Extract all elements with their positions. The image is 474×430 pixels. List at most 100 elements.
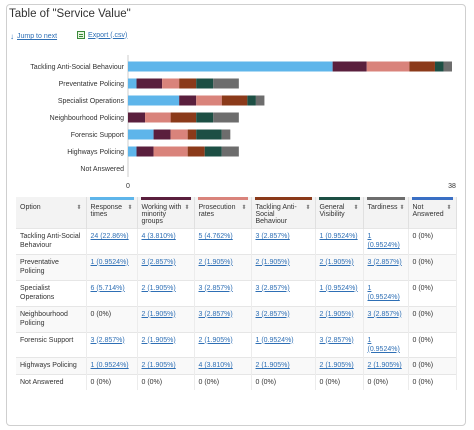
column-header-label: Working with minority groups [141,204,182,225]
table-cell: 1 (0.9524%) [86,253,138,281]
count-link[interactable]: 3 (2.857%) [141,258,176,266]
table-row: Preventative Policing 1 (0.9524%) 3 (2.857… [16,253,457,281]
chart-bar-segment [187,146,205,157]
count-link[interactable]: 2 (1.905%) [141,284,176,292]
count-link[interactable]: 1 (0.9524%) [367,284,400,302]
chart-bar-segment [128,146,137,157]
count-link[interactable]: 1 (0.9524%) [90,258,129,266]
count-link[interactable]: 3 (2.857%) [255,310,290,318]
jump-to-next-link[interactable]: Jump to next [17,33,58,40]
count-link[interactable]: 2 (1.905%) [319,310,354,318]
chart-bar-segment [196,95,222,106]
table-cell: 0 (0%) [408,253,457,281]
chart-bar-segment [170,129,188,140]
row-option-label: Tackling Anti-Social Behaviour [16,228,87,255]
column-header[interactable]: Prosecution rates ⬍ [194,197,252,229]
count-link[interactable]: 2 (1.905%) [141,336,176,344]
count-link[interactable]: 1 (0.9524%) [319,284,358,292]
table-cell: 0 (0%) [86,305,138,332]
column-header[interactable]: Response times ⬍ [86,197,138,229]
sort-icon[interactable]: ⬍ [353,205,359,211]
count-link[interactable]: 3 (2.857%) [255,284,290,292]
chart-x-tick-label: 38 [448,183,456,190]
table-cell: 0 (0%) [408,373,457,391]
chart-x-tick-label: 0 [126,183,130,190]
count-link[interactable]: 2 (1.905%) [141,310,176,318]
results-table: Option ⬍ Response times ⬍ Working with minor… [16,197,457,391]
row-option-label: Not Answered [16,373,87,391]
count-link[interactable]: 4 (3.810%) [141,233,176,240]
count-link[interactable]: 1 (0.9524%) [90,362,129,370]
count-link[interactable]: 5 (4.762%) [198,233,233,240]
chart-bar-segment [187,129,197,140]
count-link[interactable]: 3 (2.857%) [255,233,290,240]
chart-bar-segment [196,78,214,89]
table-row: Tackling Anti-Social Behaviour 24 (22.86%… [16,228,457,255]
count-link[interactable]: 2 (1.905%) [367,362,402,370]
sort-icon[interactable]: ⬍ [446,205,452,211]
column-header-label: Prosecution rates [198,204,236,218]
count-link[interactable]: 3 (2.857%) [90,336,125,344]
chart-category-label: Specialist Operations [58,98,125,105]
spreadsheet-icon [77,31,86,39]
count-link[interactable]: 2 (1.905%) [198,336,233,344]
column-header[interactable]: Tackling Anti-Social Behaviour ⬍ [251,197,316,229]
count-link[interactable]: 2 (1.905%) [198,258,233,266]
chart-bar-segment [170,112,197,123]
count-link[interactable]: 4 (3.810%) [198,362,233,370]
table-cell: 2 (1.905%) [194,331,252,358]
column-header-label: Tackling Anti-Social Behaviour [255,204,297,225]
column-header[interactable]: Tardiness ⬍ [363,197,409,229]
table-cell: 2 (1.905%) [137,305,195,332]
column-header[interactable]: General Visibility ⬍ [315,197,364,229]
count-link[interactable]: 3 (2.857%) [198,310,233,318]
sort-icon[interactable]: ⬍ [241,205,247,211]
chart-category-label: Tackling Anti-Social Behaviour [30,64,124,71]
table-cell: 2 (1.905%) [137,357,195,375]
chart-bar-segment [221,95,248,106]
count-link[interactable]: 6 (5.714%) [90,284,125,292]
count-link[interactable]: 1 (0.9524%) [367,336,400,353]
table-cell: 4 (3.810%) [194,357,252,375]
column-header-option[interactable]: Option ⬍ [16,197,87,229]
sort-icon[interactable]: ⬍ [127,205,133,211]
chart-bar-segment [255,95,265,106]
chart-bar-segment [128,78,137,89]
table-cell: 0 (0%) [137,373,195,391]
column-header-label: Tardiness [367,204,398,211]
count-link[interactable]: 2 (1.905%) [319,258,354,266]
table-cell: 2 (1.905%) [315,253,364,281]
count-link[interactable]: 3 (2.857%) [319,336,354,344]
count-link[interactable]: 3 (2.857%) [367,258,402,266]
count-link[interactable]: 1 (0.9524%) [319,233,358,240]
table-cell: 3 (2.857%) [194,305,252,332]
series-color-swatch [411,197,453,200]
chart-bar-segment [196,112,214,123]
count-link[interactable]: 3 (2.857%) [198,284,233,292]
sort-icon[interactable]: ⬍ [305,205,311,211]
table-cell: 2 (1.905%) [137,279,195,307]
count-link[interactable]: 24 (22.86%) [90,233,129,240]
column-header[interactable]: Not Answered ⬍ [408,197,457,229]
table-row: Highways Policing 1 (0.9524%) 2 (1.905%) 4 … [16,357,457,375]
count-link[interactable]: 2 (1.905%) [141,362,176,370]
chart-category-label: Neighbourhood Policing [50,115,124,122]
table-header-row: Option ⬍ Response times ⬍ Working with minor… [16,197,457,229]
count-link[interactable]: 3 (2.857%) [367,310,402,318]
table-cell: 1 (0.9524%) [315,228,364,255]
sort-icon[interactable]: ⬍ [399,205,405,211]
table-cell: 3 (2.857%) [363,305,409,332]
series-color-swatch [197,197,248,200]
sort-icon[interactable]: ⬍ [76,205,82,211]
count-link[interactable]: 2 (1.905%) [255,258,290,266]
jump-to-next-link-wrap: ↓ Jump to next [10,32,57,41]
count-link[interactable]: 1 (0.9524%) [367,233,400,250]
count-link[interactable]: 2 (1.905%) [255,362,290,370]
count-link[interactable]: 2 (1.905%) [319,362,354,370]
sort-icon[interactable]: ⬍ [184,205,190,211]
column-header[interactable]: Working with minority groups ⬍ [137,197,195,229]
export-csv-link[interactable]: Export (.csv) [88,31,128,39]
chart-bar-segment [443,61,452,72]
count-link[interactable]: 1 (0.9524%) [255,336,294,344]
chart-bar-segment [409,61,435,72]
